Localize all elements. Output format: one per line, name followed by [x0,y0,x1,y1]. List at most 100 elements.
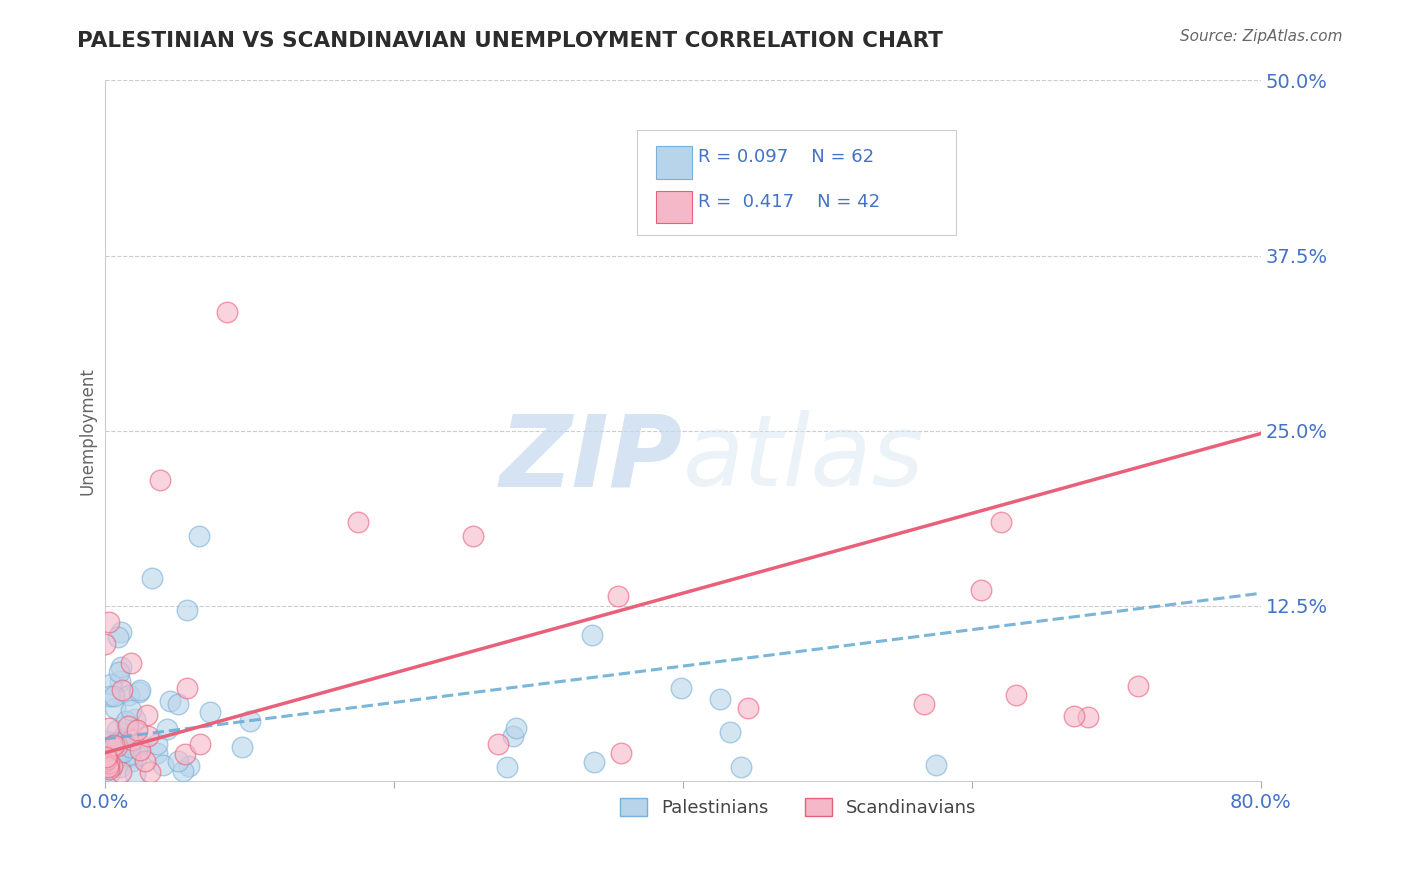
Point [129,682,152,697]
Point [111,731,134,745]
Point [110,624,132,639]
Point [129,743,152,757]
Point [107,630,129,644]
Point [231,740,253,755]
Point [121,754,143,768]
Point [141,571,163,585]
Point [1004,689,1026,703]
Point [98,689,121,703]
Point [124,766,146,780]
Text: Source: ZipAtlas.com: Source: ZipAtlas.com [1180,29,1343,44]
Point [463,529,485,543]
Point [121,732,143,747]
Point [108,674,131,689]
Point [94,754,117,768]
Point [970,582,993,597]
Point [103,738,125,752]
Point [187,529,209,543]
Point [104,751,127,765]
Point [145,737,167,751]
Point [100,759,122,773]
Point [217,304,239,318]
Point [129,737,152,751]
Point [495,760,517,774]
Point [145,747,167,761]
Point [134,755,156,769]
Point [709,692,731,706]
Point [98,762,121,776]
Point [172,764,194,779]
Point [1063,708,1085,723]
Point [111,682,134,697]
Point [110,660,132,674]
Point [107,749,129,764]
Point [148,473,170,487]
Point [502,729,524,743]
Point [97,756,120,770]
Point [1077,710,1099,724]
Point [990,515,1012,529]
Point [117,719,139,733]
Point [127,748,149,763]
Point [94,734,117,748]
Point [198,705,221,719]
Point [94,740,117,755]
Point [155,722,177,736]
Legend: Palestinians, Scandinavians: Palestinians, Scandinavians [613,790,984,824]
Point [581,627,603,641]
Point [176,602,198,616]
Point [96,764,118,779]
Point [118,739,141,754]
Point [669,681,692,695]
Text: PALESTINIAN VS SCANDINAVIAN UNEMPLOYMENT CORRELATION CHART: PALESTINIAN VS SCANDINAVIAN UNEMPLOYMENT… [77,31,943,51]
Point [486,737,509,751]
Point [718,725,741,739]
Point [94,637,117,651]
Point [115,714,138,729]
Point [98,747,121,762]
Point [188,737,211,751]
Point [108,665,131,679]
Point [128,685,150,699]
Point [110,765,132,780]
Point [505,721,527,735]
Point [103,689,125,703]
Point [96,736,118,750]
Point [167,697,190,711]
Point [606,589,628,603]
Point [114,738,136,752]
Point [97,760,120,774]
Point [139,765,162,780]
Point [912,697,935,711]
Point [98,764,121,779]
Point [136,729,159,743]
Point [101,760,124,774]
Point [582,755,605,769]
Point [97,721,120,735]
Point [105,737,128,751]
Point [100,676,122,690]
Point [105,723,128,737]
Point [118,748,141,763]
Text: R =  0.417    N = 42: R = 0.417 N = 42 [697,193,880,211]
Point [135,707,157,722]
Point [152,758,174,772]
Point [117,688,139,702]
Point [173,747,195,761]
Point [107,735,129,749]
Point [108,760,131,774]
Point [100,739,122,754]
Point [737,700,759,714]
Point [94,750,117,764]
Point [96,752,118,766]
Point [925,757,948,772]
Point [176,681,198,695]
Point [112,745,135,759]
Point [97,615,120,629]
Point [239,714,262,729]
Point [1126,679,1149,693]
Point [159,694,181,708]
Point [346,515,368,529]
Point [730,760,752,774]
Text: R = 0.097    N = 62: R = 0.097 N = 62 [697,148,875,166]
